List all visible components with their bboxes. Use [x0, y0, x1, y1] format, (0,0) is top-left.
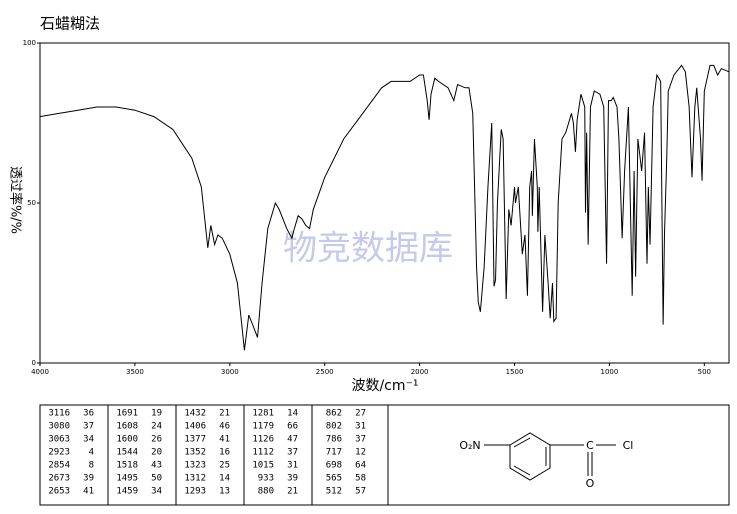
- y-tick-label: 100: [23, 39, 36, 47]
- x-axis-label: 波数/cm⁻¹: [351, 378, 418, 394]
- peak-transmittance: 34: [151, 487, 162, 497]
- peak-wavenumber: 933: [258, 474, 274, 484]
- peak-transmittance: 14: [219, 474, 230, 484]
- peak-wavenumber: 1600: [116, 435, 138, 445]
- x-tick-label: 1500: [506, 368, 524, 376]
- peak-transmittance: 37: [83, 422, 94, 432]
- peak-wavenumber: 1126: [252, 435, 274, 445]
- x-tick-label: 3500: [126, 368, 144, 376]
- peak-transmittance: 26: [151, 435, 162, 445]
- peak-wavenumber: 1406: [184, 422, 206, 432]
- peak-transmittance: 37: [355, 435, 366, 445]
- peak-transmittance: 8: [89, 461, 94, 471]
- peak-transmittance: 20: [151, 448, 162, 458]
- peak-transmittance: 12: [355, 448, 366, 458]
- structure-label: Cl: [623, 439, 634, 452]
- y-axis-label: 透过率%/%: [8, 166, 24, 234]
- peak-wavenumber: 1691: [116, 409, 138, 419]
- peak-transmittance: 21: [287, 487, 298, 497]
- watermark: 物竞数据库: [283, 229, 453, 269]
- peak-wavenumber: 698: [326, 461, 342, 471]
- peak-wavenumber: 880: [258, 487, 274, 497]
- peak-wavenumber: 717: [326, 448, 342, 458]
- peak-wavenumber: 1432: [184, 409, 206, 419]
- peak-transmittance: 57: [355, 487, 366, 497]
- y-tick-label: 0: [32, 359, 36, 367]
- peak-transmittance: 58: [355, 474, 366, 484]
- peak-transmittance: 50: [151, 474, 162, 484]
- peak-wavenumber: 1544: [116, 448, 138, 458]
- structure-label: O₂N: [459, 439, 480, 452]
- peak-transmittance: 39: [287, 474, 298, 484]
- peak-wavenumber: 565: [326, 474, 342, 484]
- peak-transmittance: 66: [287, 422, 298, 432]
- peak-transmittance: 19: [151, 409, 162, 419]
- x-tick-label: 2500: [316, 368, 334, 376]
- x-tick-label: 500: [698, 368, 711, 376]
- peak-wavenumber: 786: [326, 435, 342, 445]
- peak-wavenumber: 1281: [252, 409, 274, 419]
- peak-transmittance: 39: [83, 474, 94, 484]
- peak-wavenumber: 1352: [184, 448, 206, 458]
- peak-wavenumber: 2673: [48, 474, 70, 484]
- peak-transmittance: 64: [355, 461, 366, 471]
- peak-transmittance: 21: [219, 409, 230, 419]
- peak-wavenumber: 2854: [48, 461, 70, 471]
- peak-transmittance: 43: [151, 461, 162, 471]
- peak-wavenumber: 3116: [48, 409, 70, 419]
- structure-label: O: [586, 477, 595, 490]
- peak-wavenumber: 3063: [48, 435, 70, 445]
- peak-wavenumber: 1015: [252, 461, 274, 471]
- plot-frame: [39, 42, 730, 364]
- spectrum-line: [39, 64, 730, 351]
- benzene-ring: [509, 432, 551, 481]
- bond: [513, 437, 531, 448]
- peak-transmittance: 47: [287, 435, 298, 445]
- peak-wavenumber: 1608: [116, 422, 138, 432]
- chart-title: 石蜡糊法: [40, 15, 100, 33]
- peak-transmittance: 36: [83, 409, 94, 419]
- peak-transmittance: 37: [287, 448, 298, 458]
- peak-wavenumber: 862: [326, 409, 342, 419]
- peak-transmittance: 13: [219, 487, 230, 497]
- peak-wavenumber: 1518: [116, 461, 138, 471]
- peak-wavenumber: 1179: [252, 422, 274, 432]
- peak-wavenumber: 1459: [116, 487, 138, 497]
- structure: [484, 432, 616, 481]
- peak-wavenumber: 2923: [48, 448, 70, 458]
- peak-wavenumber: 1377: [184, 435, 206, 445]
- peak-wavenumber: 802: [326, 422, 342, 432]
- x-tick-label: 1000: [601, 368, 619, 376]
- peak-transmittance: 16: [219, 448, 230, 458]
- peak-transmittance: 4: [89, 448, 94, 458]
- peak-wavenumber: 1323: [184, 461, 206, 471]
- peak-wavenumber: 1312: [184, 474, 206, 484]
- structure-label: C: [586, 439, 594, 452]
- x-tick-label: 3000: [221, 368, 239, 376]
- peak-transmittance: 34: [83, 435, 94, 445]
- peak-transmittance: 31: [355, 422, 366, 432]
- peak-wavenumber: 2653: [48, 487, 70, 497]
- peak-wavenumber: 512: [326, 487, 342, 497]
- x-tick-label: 2000: [411, 368, 429, 376]
- peak-transmittance: 25: [219, 461, 230, 471]
- peak-table-frame: [39, 404, 730, 506]
- peak-wavenumber: 1293: [184, 487, 206, 497]
- peak-transmittance: 14: [287, 409, 298, 419]
- bond: [513, 465, 531, 476]
- peak-transmittance: 41: [219, 435, 230, 445]
- y-tick-label: 50: [27, 199, 36, 207]
- peak-wavenumber: 1495: [116, 474, 138, 484]
- x-tick-label: 4000: [31, 368, 49, 376]
- peak-transmittance: 24: [151, 422, 162, 432]
- peak-wavenumber: 1112: [252, 448, 274, 458]
- peak-transmittance: 46: [219, 422, 230, 432]
- peak-transmittance: 31: [287, 461, 298, 471]
- peak-transmittance: 41: [83, 487, 94, 497]
- peak-transmittance: 27: [355, 409, 366, 419]
- peak-wavenumber: 3080: [48, 422, 70, 432]
